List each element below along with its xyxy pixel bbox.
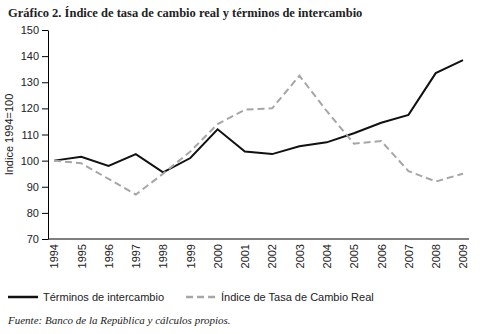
y-tick-label: 110 [21,129,39,141]
x-tick: 1996 [103,239,115,268]
y-tick: 110 [21,129,48,141]
y-tick-label: 130 [21,76,39,88]
x-tick: 1997 [130,239,142,268]
title: Gráfico 2. Índice de tasa de cambio real… [8,6,362,20]
x-tick-label: 2002 [266,244,278,268]
y-tick-mark [42,187,48,188]
y-tick-label: 140 [21,50,39,62]
legend-label: Términos de intercambio [43,291,164,303]
x-tick-label: 2006 [376,244,388,268]
x-tick: 2008 [430,239,442,268]
chart: Gráfico 2. Índice de tasa de cambio real… [0,0,483,334]
x-tick-label: 1997 [130,244,142,268]
x-tick: 1994 [48,239,60,268]
y-tick: 70 [27,233,48,245]
legend-item: Índice de Tasa de Cambio Real [186,291,374,303]
x-tick: 2007 [403,239,415,268]
x-tick: 1998 [157,239,169,268]
y-tick-mark [42,239,48,240]
plot-area [54,60,463,195]
x-tick-label: 2009 [457,244,469,268]
y-tick-label: 80 [27,207,39,219]
y-tick-mark [42,161,48,162]
y-axis-title: Indice 1994=100 [3,94,15,176]
x-tick: 2003 [294,239,306,268]
y-tick: 100 [21,155,48,167]
y-tick: 120 [21,102,48,114]
x-tick: 1999 [185,239,197,268]
y-tick: 90 [27,181,48,193]
series-line [54,60,463,172]
x-tick: 2006 [376,239,388,268]
legend-label: Índice de Tasa de Cambio Real [221,291,374,303]
y-tick-label: 150 [21,24,39,36]
x-tick: 2005 [348,239,360,268]
x-tick: 2009 [457,239,469,268]
legend-swatch [186,296,216,299]
y-tick-label: 90 [27,181,39,193]
x-tick-label: 2001 [239,244,251,268]
y-tick-label: 100 [21,155,39,167]
x-tick: 1995 [76,239,88,268]
y-tick-mark [42,30,48,31]
x-tick: 2002 [266,239,278,268]
x-tick: 2004 [321,239,333,268]
y-axis: 70 80 90 100 110 120 130 140 150 [21,24,49,245]
x-tick-label: 1998 [157,244,169,268]
legend-item: Términos de intercambio [8,291,164,303]
legend-swatch [8,296,38,299]
x-tick-label: 2000 [212,244,224,268]
x-tick-label: 2005 [348,244,360,268]
source-note: Fuente: Banco de la República y cálculos… [7,314,231,326]
x-tick-label: 1995 [76,244,88,268]
y-tick-mark [42,135,48,136]
x-tick-label: 1994 [48,244,60,268]
y-tick: 140 [21,50,48,62]
x-tick-label: 1996 [103,244,115,268]
x-axis-line [48,239,469,240]
x-tick-label: 2003 [294,244,306,268]
x-tick: 2001 [239,239,251,268]
series-line [54,76,463,195]
y-tick-label: 70 [27,233,39,245]
y-tick-mark [42,56,48,57]
y-tick: 130 [21,76,48,88]
x-tick-label: 1999 [185,244,197,268]
x-axis: 1994 1995 1996 1997 1998 1999 2000 2001 2002 2003… [48,239,469,268]
x-tick: 2000 [212,239,224,268]
legend: Términos de intercambio Índice de Tasa de… [8,291,374,303]
y-axis-line [48,31,49,240]
x-tick-label: 2004 [321,244,333,268]
y-tick-mark [42,213,48,214]
y-tick-mark [42,82,48,83]
y-tick-mark [42,108,48,109]
y-tick: 80 [27,207,48,219]
x-tick-label: 2008 [430,244,442,268]
x-tick-label: 2007 [403,244,415,268]
y-tick: 150 [21,24,48,36]
y-tick-label: 120 [21,102,39,114]
